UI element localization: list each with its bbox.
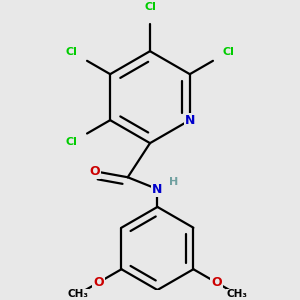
Text: Cl: Cl xyxy=(66,137,78,147)
Text: CH₃: CH₃ xyxy=(226,290,248,299)
Text: CH₃: CH₃ xyxy=(67,290,88,299)
Text: Cl: Cl xyxy=(66,47,78,57)
Text: Cl: Cl xyxy=(144,2,156,12)
Text: O: O xyxy=(90,165,101,178)
Text: N: N xyxy=(152,183,163,196)
Text: H: H xyxy=(169,177,178,187)
Text: O: O xyxy=(93,276,104,289)
Text: N: N xyxy=(184,114,195,127)
Text: Cl: Cl xyxy=(222,47,234,57)
Text: O: O xyxy=(211,276,222,289)
